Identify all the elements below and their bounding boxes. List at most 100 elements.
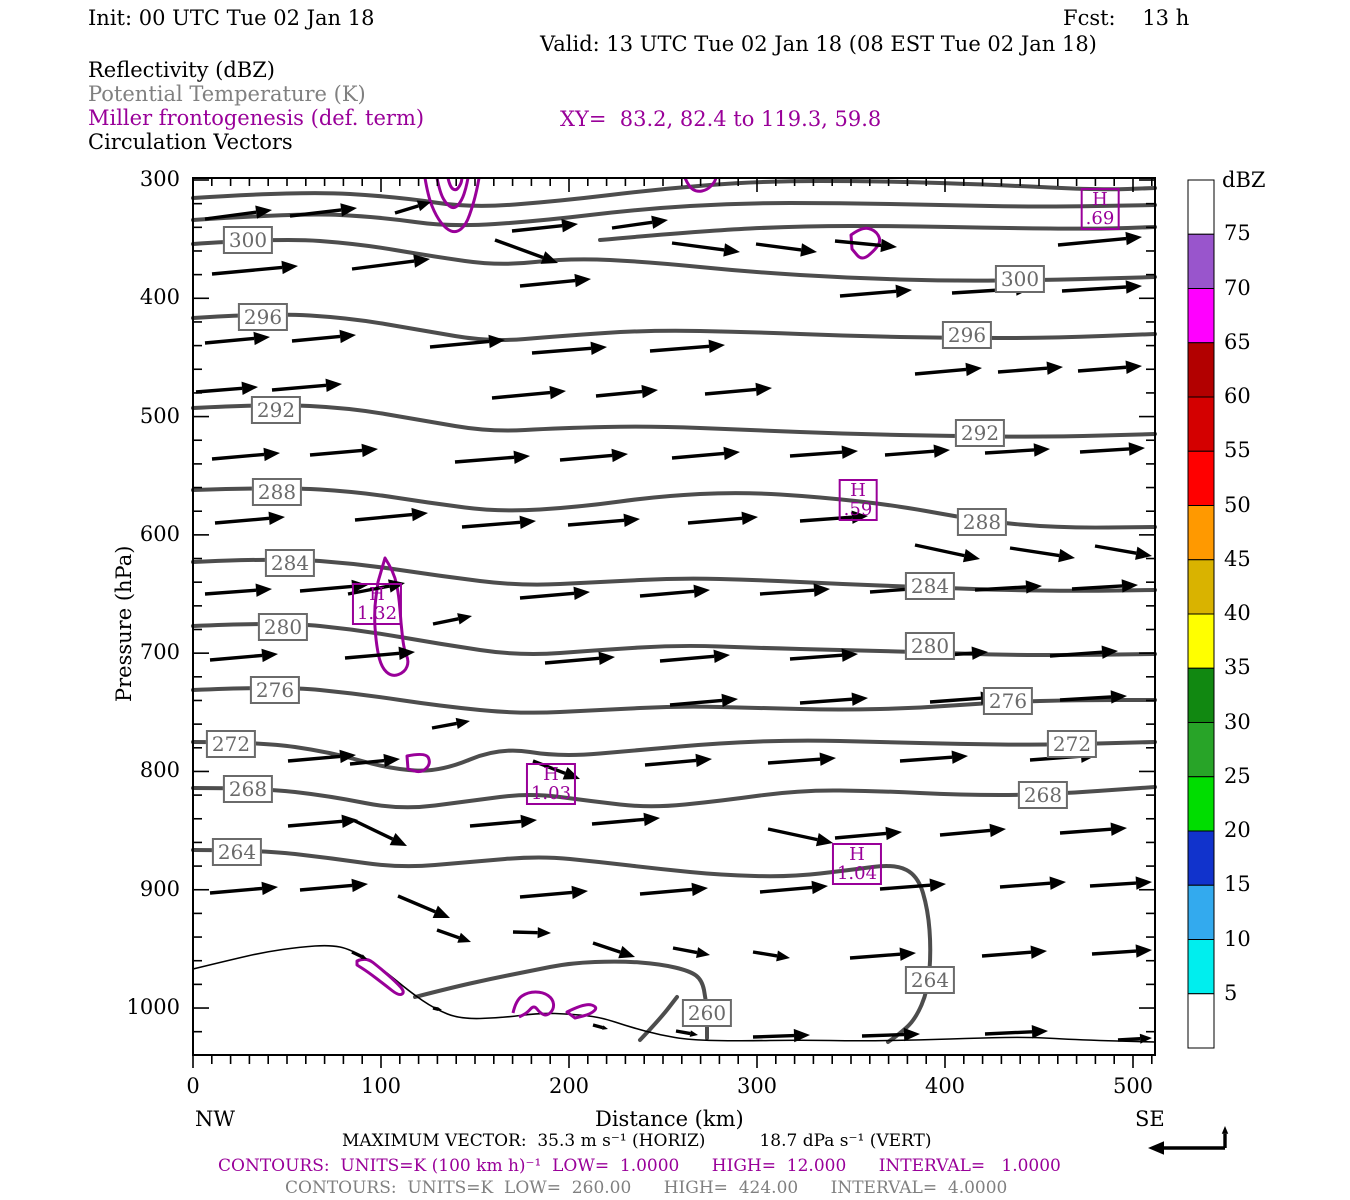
circulation-vector	[592, 1023, 604, 1030]
theta-contour-label: 284	[264, 549, 316, 577]
circulation-vector-head	[457, 932, 471, 943]
circulation-vector	[432, 617, 459, 626]
circulation-vector-head	[351, 878, 368, 893]
circulation-vector	[519, 890, 573, 899]
circulation-vector	[639, 887, 693, 896]
circulation-vector	[974, 585, 1027, 592]
theta-contour-label: 272	[205, 730, 257, 758]
circulation-vector	[1117, 1037, 1141, 1042]
colorbar-segment	[1187, 288, 1215, 344]
circulation-vector	[755, 242, 802, 252]
circulation-vector-head	[255, 205, 272, 219]
circulation-vector	[929, 696, 982, 704]
circulation-vector	[351, 950, 363, 959]
circulation-vector	[287, 754, 341, 763]
circulation-vector-head	[513, 450, 530, 464]
circulation-vector	[204, 336, 255, 345]
frontogenesis-contour-line	[511, 990, 556, 1019]
circulation-vector-head	[965, 362, 982, 377]
circulation-vector-head	[573, 586, 590, 601]
circulation-vector	[997, 366, 1048, 374]
x-axis-tick-label: 0	[186, 1074, 200, 1098]
circulation-vector	[752, 1033, 795, 1039]
theta-contour-label: 268	[222, 775, 274, 803]
circulation-vector-head	[1025, 580, 1042, 594]
circulation-vector-head	[741, 511, 758, 526]
colorbar-tick-label: 45	[1224, 546, 1251, 571]
circulation-vector-head	[611, 448, 628, 463]
circulation-vector-head	[411, 507, 428, 522]
circulation-vector	[1094, 544, 1137, 555]
circulation-vector-head	[708, 339, 725, 353]
circulation-vector	[1061, 285, 1127, 293]
circulation-vector	[939, 828, 991, 837]
circulation-vector-head	[899, 947, 916, 961]
circulation-vector-head	[261, 648, 278, 663]
circulation-vector-head	[361, 443, 378, 458]
frontogenesis-contour-line	[355, 957, 405, 997]
circulation-vector-head	[641, 384, 658, 399]
circulation-vector	[204, 210, 257, 221]
theta-contour-label: 296	[237, 303, 289, 331]
circulation-vector-head	[1031, 1025, 1048, 1039]
circulation-vector-head	[800, 243, 817, 257]
theta-contour-line	[191, 238, 1157, 283]
frontogenesis-contour-line	[446, 177, 464, 192]
colorbar-tick-label: 60	[1224, 384, 1251, 408]
colorbar-segment	[1187, 939, 1215, 995]
circulation-vector-head	[360, 954, 367, 959]
circulation-vector	[849, 952, 901, 960]
circulation-vector	[204, 588, 257, 596]
circulation-vector-head	[713, 649, 730, 664]
circulation-vector-head	[261, 881, 278, 896]
circulation-vector	[195, 386, 243, 394]
theta-contour-line	[191, 686, 1157, 715]
theta-contour-label: 300	[222, 226, 274, 254]
circulation-vector-head	[1135, 944, 1152, 958]
theta-contour-line	[191, 178, 1157, 208]
circulation-vector	[914, 543, 965, 558]
circulation-vector	[879, 883, 931, 891]
circulation-vector-head	[813, 583, 830, 597]
circulation-vector-head	[903, 1027, 920, 1042]
circulation-vector	[211, 265, 283, 276]
colorbar-tick-label: 40	[1224, 601, 1251, 625]
circulation-vector	[671, 241, 725, 252]
circulation-vector	[491, 390, 551, 400]
circulation-vector	[789, 450, 843, 458]
y-axis-title: Pressure (hPa)	[112, 545, 136, 702]
colorbar-segment	[1187, 667, 1215, 723]
theta-contour-label: 268	[1017, 781, 1069, 809]
circulation-vector-head	[793, 1028, 810, 1043]
circulation-vector-head	[1046, 361, 1063, 375]
circulation-vector	[591, 817, 645, 826]
circulation-vector	[352, 818, 394, 841]
circulation-vector-head	[1058, 548, 1075, 563]
theta-contour-label: 292	[250, 396, 302, 424]
circulation-vector-head	[540, 251, 558, 264]
circulation-vector-head	[255, 583, 272, 597]
circulation-vector-head	[885, 826, 902, 841]
theta-contour-line	[598, 223, 1157, 242]
circulation-vector-head	[695, 753, 712, 768]
circulation-vector	[659, 654, 715, 663]
colorbar-tick-label: 55	[1224, 438, 1251, 463]
circulation-vector	[519, 278, 576, 288]
y-axis-tick-label: 800	[139, 758, 180, 783]
theta-contour-line	[191, 486, 1157, 530]
circulation-vector	[349, 758, 385, 766]
circulation-vector-head	[643, 812, 660, 827]
circulation-vector-head	[574, 273, 591, 288]
theta-contour-label: 288	[251, 478, 303, 506]
circulation-vector-head	[519, 515, 536, 529]
legend-line: Miller frontogenesis (def. term)	[88, 106, 425, 130]
circulation-vector-head	[755, 382, 772, 397]
theta-contour-label: 276	[982, 687, 1034, 715]
circulation-vector	[1049, 650, 1103, 658]
x-axis-tick-label: 400	[924, 1074, 966, 1098]
circulation-vector-head	[488, 334, 505, 349]
circulation-vector	[759, 885, 813, 894]
circulation-vector-head	[340, 203, 357, 217]
circulation-vector	[209, 886, 263, 895]
